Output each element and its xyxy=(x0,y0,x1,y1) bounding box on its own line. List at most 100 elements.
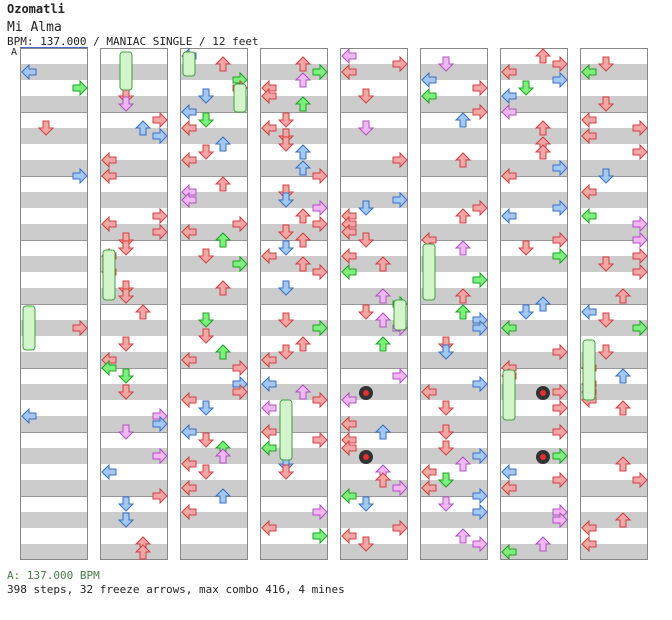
step-arrow xyxy=(214,136,232,152)
stripe xyxy=(100,96,168,112)
column-border xyxy=(100,48,168,560)
step-arrow xyxy=(454,456,472,472)
step-arrow xyxy=(181,191,197,209)
step-arrow xyxy=(152,111,168,129)
stripe xyxy=(340,320,408,336)
step-arrow xyxy=(312,431,328,449)
step-arrow xyxy=(261,439,277,457)
step-arrow xyxy=(374,336,392,352)
step-arrow xyxy=(472,319,488,337)
stripe xyxy=(260,320,328,336)
stripe xyxy=(420,160,488,176)
stripe xyxy=(180,160,248,176)
step-arrow xyxy=(294,144,312,160)
stripe xyxy=(100,416,168,432)
step-arrow xyxy=(181,103,197,121)
step-arrow xyxy=(341,63,357,81)
step-arrow xyxy=(261,399,277,417)
stripe xyxy=(20,256,88,272)
stripe xyxy=(340,384,408,400)
step-arrow xyxy=(357,536,375,552)
stripe xyxy=(180,192,248,208)
step-arrow xyxy=(501,479,517,497)
stripe xyxy=(580,512,648,528)
mine-core xyxy=(363,390,369,396)
step-arrow xyxy=(421,71,437,89)
step-arrow xyxy=(294,160,312,176)
step-arrow xyxy=(101,167,117,185)
step-arrow xyxy=(614,512,632,528)
freeze-arrow xyxy=(233,83,247,113)
freeze-arrow xyxy=(279,399,293,461)
step-arrow xyxy=(501,207,517,225)
step-arrow xyxy=(581,111,597,129)
mine-core xyxy=(540,454,546,460)
stripe xyxy=(260,96,328,112)
step-arrow xyxy=(534,120,552,136)
step-arrow xyxy=(72,319,88,337)
step-arrow xyxy=(552,199,568,217)
stripe xyxy=(580,96,648,112)
stripe xyxy=(20,544,88,560)
step-arrow xyxy=(312,215,328,233)
stripe xyxy=(180,320,248,336)
step-arrow xyxy=(614,456,632,472)
stripe xyxy=(340,192,408,208)
stripe xyxy=(340,512,408,528)
step-arrow xyxy=(421,383,437,401)
step-arrow xyxy=(117,240,135,256)
stripe xyxy=(260,448,328,464)
stripe xyxy=(100,352,168,368)
stripe xyxy=(100,128,168,144)
stripe xyxy=(100,256,168,272)
step-arrow xyxy=(117,288,135,304)
step-arrow xyxy=(454,528,472,544)
stripe xyxy=(500,160,568,176)
stripe xyxy=(180,544,248,560)
stripe xyxy=(580,448,648,464)
stripe xyxy=(20,480,88,496)
step-arrow xyxy=(214,448,232,464)
stripe xyxy=(100,64,168,80)
step-arrow xyxy=(552,343,568,361)
stripe xyxy=(420,416,488,432)
freeze-arrow xyxy=(393,299,407,331)
stripe xyxy=(500,96,568,112)
step-arrow xyxy=(261,375,277,393)
step-arrow xyxy=(597,312,615,328)
stripe xyxy=(20,320,88,336)
stripe xyxy=(500,544,568,560)
column-border xyxy=(420,48,488,560)
step-arrow xyxy=(552,447,568,465)
step-arrow xyxy=(214,56,232,72)
step-arrow xyxy=(101,359,117,377)
stripe xyxy=(500,288,568,304)
stripe xyxy=(340,448,408,464)
step-arrow xyxy=(197,312,215,328)
stripe xyxy=(260,288,328,304)
step-arrow xyxy=(181,391,197,409)
step-arrow xyxy=(534,296,552,312)
stripe xyxy=(420,96,488,112)
step-arrow xyxy=(357,88,375,104)
stripe xyxy=(180,512,248,528)
stripe xyxy=(420,288,488,304)
stripe xyxy=(500,128,568,144)
stripe xyxy=(500,352,568,368)
step-arrow xyxy=(517,304,535,320)
step-arrow xyxy=(341,223,357,241)
step-arrow xyxy=(501,167,517,185)
stripe xyxy=(500,224,568,240)
step-arrow xyxy=(181,151,197,169)
step-arrow xyxy=(581,63,597,81)
step-arrow xyxy=(312,319,328,337)
step-arrow xyxy=(392,151,408,169)
stripe xyxy=(260,352,328,368)
step-arrow xyxy=(181,423,197,441)
step-arrow xyxy=(437,344,455,360)
step-arrow xyxy=(312,199,328,217)
step-arrow xyxy=(472,103,488,121)
stripe xyxy=(180,352,248,368)
stripe xyxy=(420,192,488,208)
